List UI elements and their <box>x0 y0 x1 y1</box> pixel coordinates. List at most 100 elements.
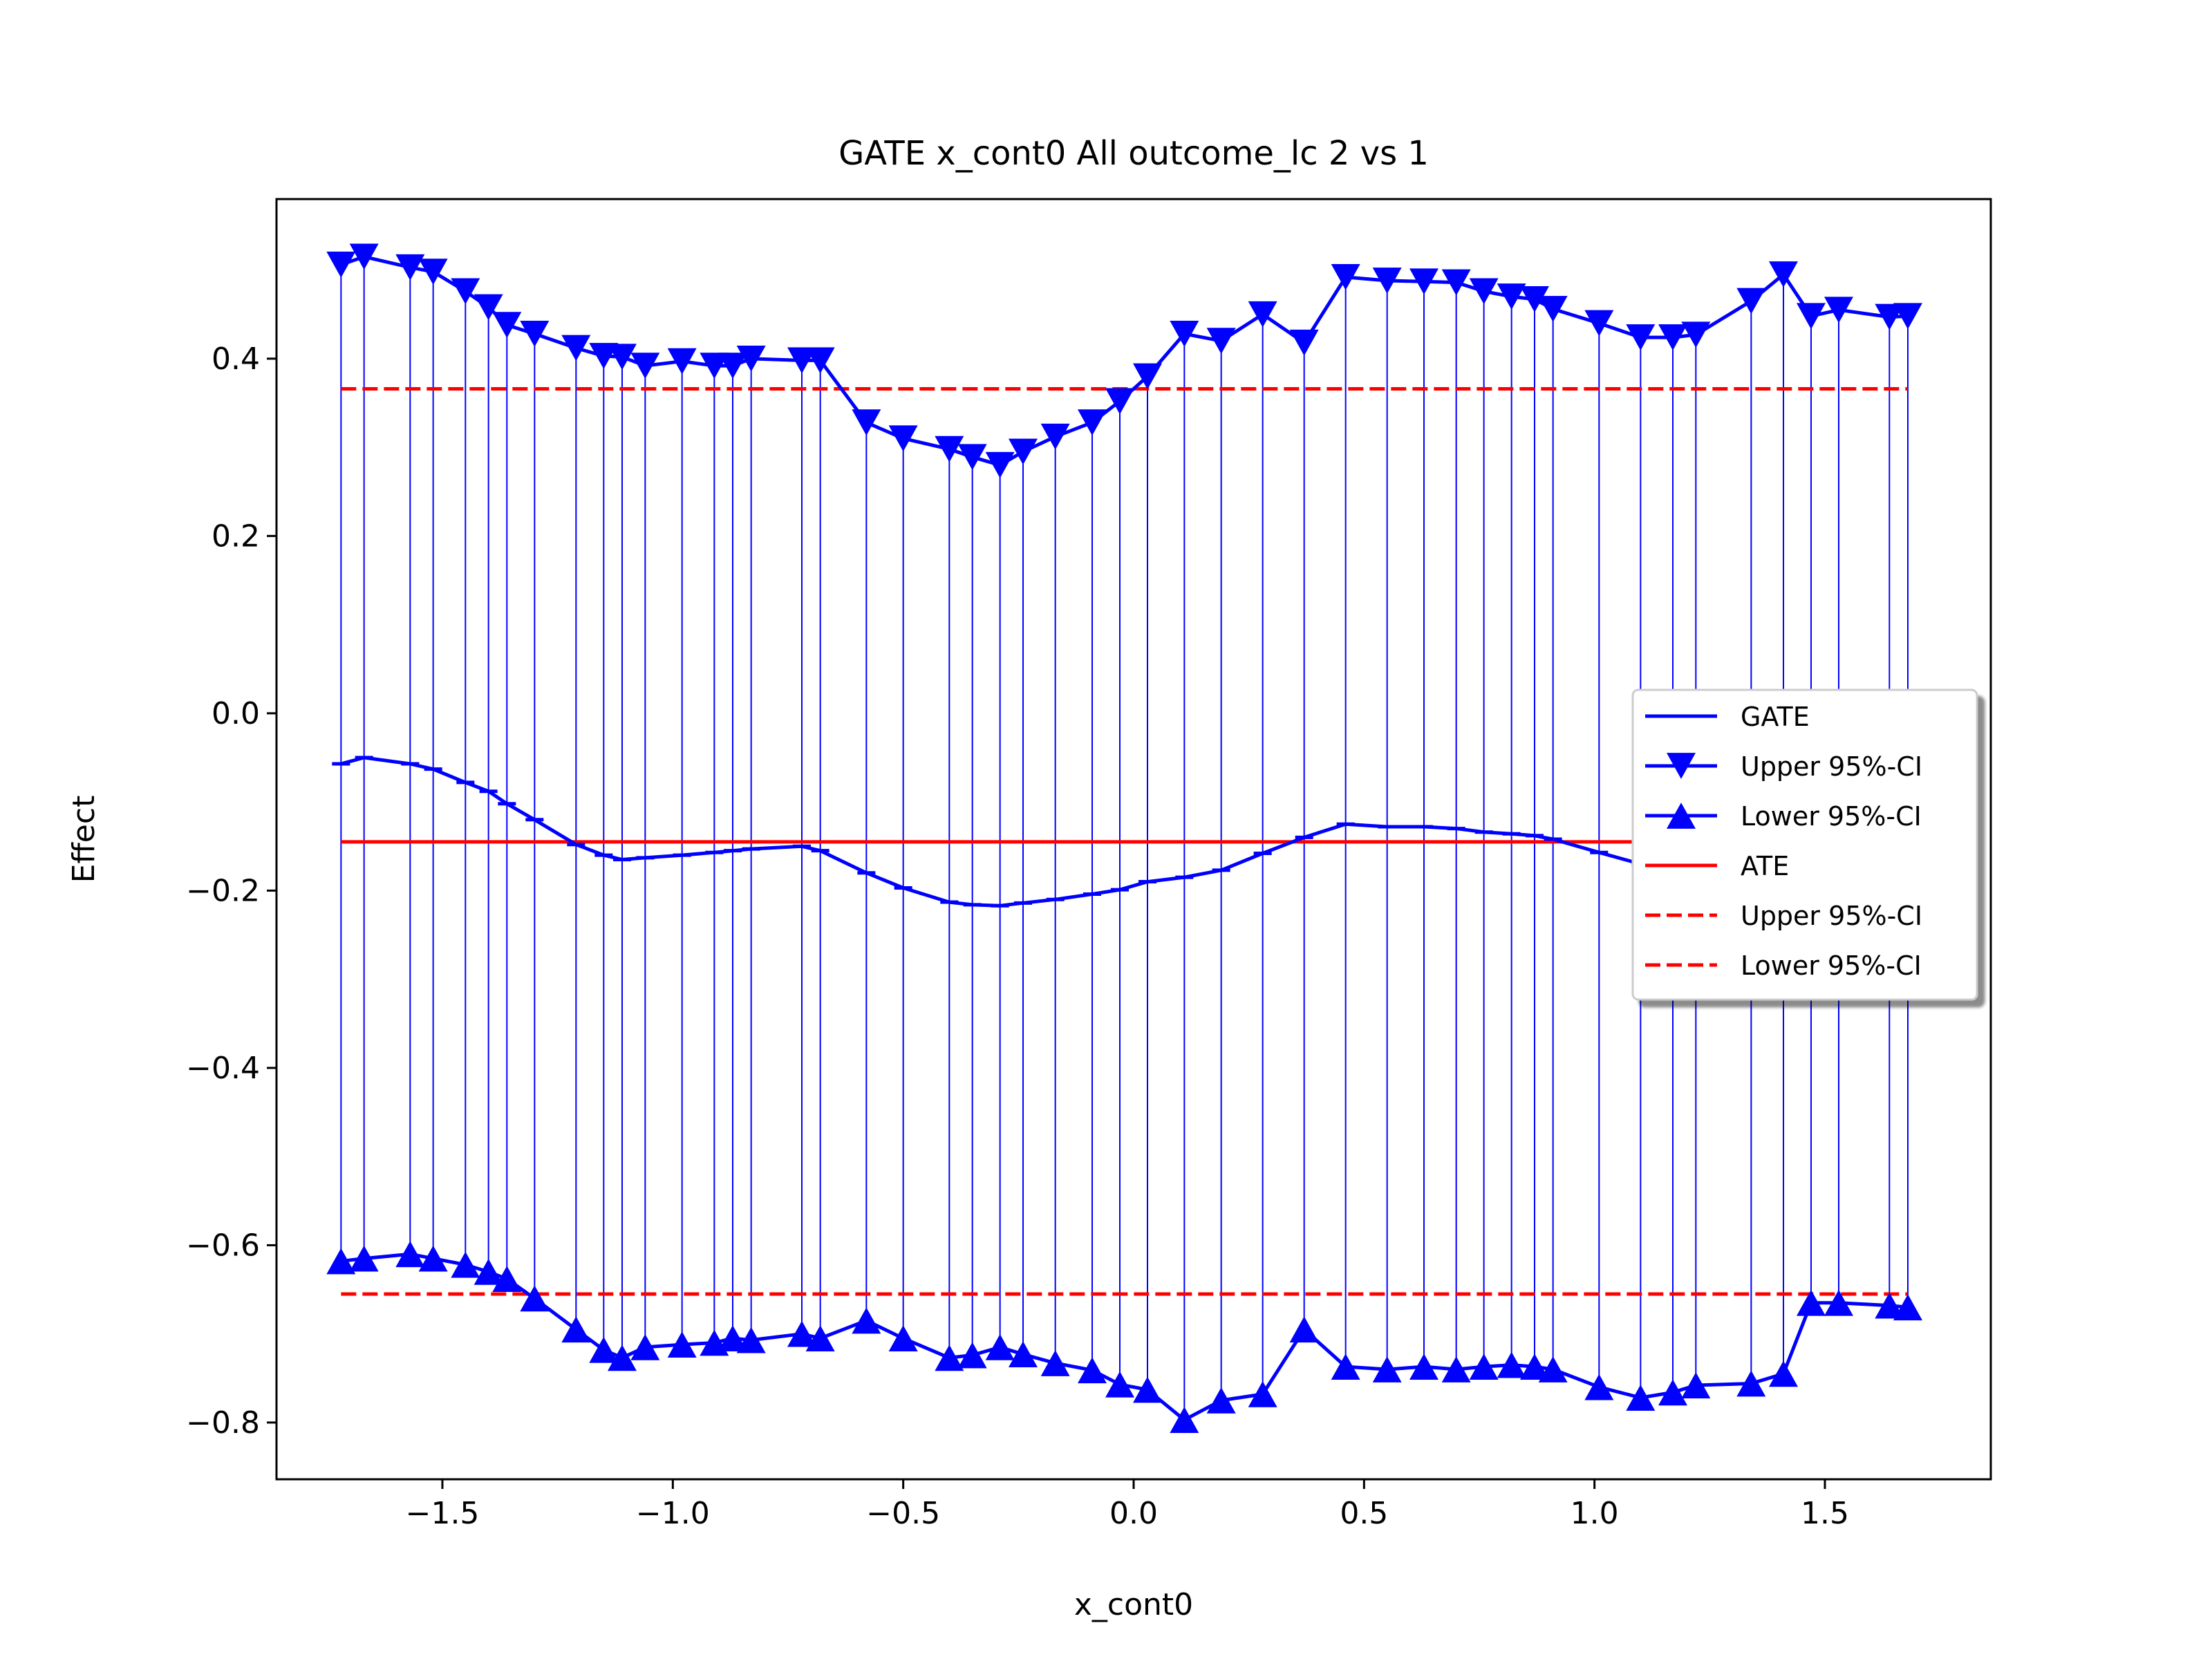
lower-ci-marker <box>1248 1380 1277 1407</box>
upper-ci-marker <box>1769 261 1798 288</box>
lower-ci-marker <box>1681 1372 1711 1398</box>
y-tick-label: 0.0 <box>212 696 260 731</box>
upper-ci-marker <box>1626 324 1656 350</box>
legend-gate-label: GATE <box>1741 702 1810 732</box>
x-axis-ticks: −1.5 −1.0 −0.5 0.0 0.5 1.0 1.5 <box>406 1479 1849 1531</box>
upper-ci-marker <box>349 243 379 270</box>
lower-ci-marker <box>1538 1356 1568 1382</box>
lower-ci-marker <box>1497 1351 1526 1378</box>
upper-ci-marker <box>1206 328 1236 355</box>
upper-ci-marker <box>395 254 425 281</box>
lower-ci-marker <box>630 1334 660 1360</box>
upper-ci-marker <box>1893 303 1922 330</box>
lower-ci-marker <box>589 1336 619 1363</box>
legend-box <box>1631 688 1978 1001</box>
lower-ci-marker <box>805 1325 835 1351</box>
lower-ci-marker <box>667 1331 697 1358</box>
lower-ci-marker <box>1170 1407 1199 1433</box>
y-axis-label: Effect <box>66 796 102 883</box>
plot-area <box>326 243 1922 1433</box>
lower-ci-marker <box>520 1285 550 1312</box>
lower-ci-marker <box>1372 1356 1402 1382</box>
lower-ci-marker <box>1626 1385 1656 1411</box>
lower-ci-marker <box>718 1325 747 1351</box>
upper-ci-marker <box>1078 409 1107 436</box>
upper-ci-marker <box>667 348 697 375</box>
upper-ci-marker <box>805 347 835 374</box>
lower-ci-marker <box>395 1241 425 1268</box>
lower-ci-marker <box>349 1245 379 1272</box>
upper-ci-marker <box>1658 324 1687 350</box>
lower-ci-marker <box>1584 1374 1614 1400</box>
upper-ci-marker <box>1469 278 1499 305</box>
upper-ci-marker <box>1009 438 1038 465</box>
x-tick-label: 1.0 <box>1571 1496 1619 1531</box>
upper-ci-marker <box>957 444 987 471</box>
series-markers <box>326 243 1922 1433</box>
upper-ci-marker <box>451 278 480 305</box>
lower-ci-marker <box>561 1316 591 1343</box>
y-tick-label: −0.6 <box>186 1228 260 1263</box>
lower-ci-marker <box>418 1245 448 1272</box>
upper-ci-marker <box>985 451 1015 478</box>
upper-ci-marker <box>1441 269 1471 296</box>
upper-ci-marker <box>1248 301 1277 328</box>
y-axis-ticks: −0.8 −0.6 −0.4 −0.2 0.0 0.2 0.4 <box>186 341 276 1441</box>
lower-ci-marker <box>1658 1379 1687 1406</box>
upper-ci-marker <box>326 252 356 278</box>
x-axis-label: x_cont0 <box>1074 1587 1193 1622</box>
upper-ci-marker <box>718 353 747 379</box>
lower-ci-marker <box>474 1258 503 1285</box>
lower-ci-marker <box>1736 1370 1766 1397</box>
legend-down-triangle-marker <box>1667 753 1696 779</box>
y-tick-label: −0.8 <box>186 1405 260 1441</box>
x-tick-label: −0.5 <box>866 1496 940 1531</box>
upper-ci-marker <box>561 335 591 362</box>
upper-ci-marker <box>1331 263 1360 290</box>
upper-ci-marker <box>736 345 766 372</box>
upper-ci-marker <box>474 294 503 321</box>
upper-ci-marker <box>1824 297 1853 324</box>
lower-ci-marker <box>957 1342 987 1369</box>
lower-ci-marker <box>1893 1294 1922 1321</box>
lower-ci-marker <box>1441 1356 1471 1382</box>
lower-ci-marker <box>787 1320 816 1347</box>
upper-ci-marker <box>1875 303 1904 330</box>
lower-ci-marker <box>1289 1316 1319 1343</box>
x-tick-label: 0.5 <box>1340 1496 1388 1531</box>
upper-ci-marker <box>1497 283 1526 310</box>
upper-ci-marker <box>787 347 816 374</box>
upper-ci-marker <box>1538 296 1568 322</box>
upper-ci-marker <box>1797 303 1826 330</box>
legend-lower-ci-label: Lower 95%-CI <box>1741 801 1922 832</box>
lower-ci-marker <box>1824 1289 1853 1316</box>
lower-ci-marker <box>451 1251 480 1278</box>
lower-ci-marker <box>852 1307 881 1334</box>
lower-ci-marker <box>736 1327 766 1353</box>
lower-ci-marker <box>1040 1350 1070 1376</box>
lower-ci-marker <box>1206 1387 1236 1414</box>
lower-ci-marker <box>985 1334 1015 1360</box>
y-tick-label: −0.2 <box>186 873 260 908</box>
upper-ci-marker <box>1289 329 1319 356</box>
lower-ci-marker <box>1769 1360 1798 1387</box>
upper-ci-marker <box>1736 288 1766 315</box>
upper-ci-marker <box>1520 286 1549 312</box>
lower-ci-marker <box>1009 1341 1038 1368</box>
x-tick-label: −1.5 <box>406 1496 480 1531</box>
upper-ci-marker <box>1409 268 1438 295</box>
lower-ci-marker <box>1875 1292 1904 1319</box>
upper-ci-marker <box>630 353 660 379</box>
lower-ci-marker <box>1469 1353 1499 1380</box>
legend-upper-ci-label: Upper 95%-CI <box>1741 751 1922 782</box>
legend-ate-lower-ci-label: Lower 95%-CI <box>1741 950 1922 981</box>
lower-ci-marker <box>888 1325 918 1351</box>
y-tick-label: 0.2 <box>212 518 260 554</box>
x-tick-label: 0.0 <box>1109 1496 1158 1531</box>
upper-ci-marker <box>1372 268 1402 294</box>
lower-ci-marker <box>1797 1289 1826 1316</box>
y-tick-label: 0.4 <box>212 341 260 377</box>
upper-ci-marker <box>935 435 964 462</box>
legend-ate-label: ATE <box>1741 851 1789 881</box>
upper-ci-marker <box>520 321 550 347</box>
